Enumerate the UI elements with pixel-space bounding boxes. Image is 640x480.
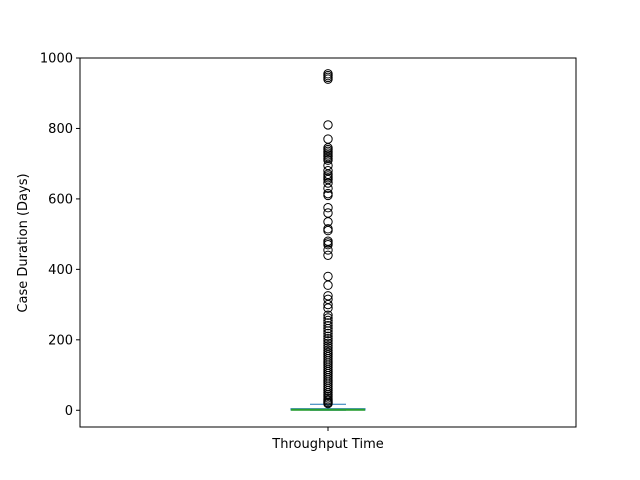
y-axis-label: Case Duration (Days) — [16, 173, 31, 312]
y-tick-label: 0 — [65, 404, 73, 419]
outlier-point — [323, 271, 333, 282]
outlier-point — [323, 383, 333, 394]
x-tick-label: Throughput Time — [271, 437, 383, 452]
outlier-point — [323, 250, 333, 260]
outlier-point — [323, 299, 333, 310]
chart-marks — [290, 69, 366, 411]
outlier-point — [323, 385, 333, 396]
outlier-point — [323, 280, 333, 290]
outlier-point — [323, 120, 333, 130]
outlier-point — [323, 208, 333, 218]
outlier-point — [323, 240, 333, 250]
outlier-point — [323, 245, 333, 255]
outlier-point — [323, 134, 333, 144]
y-tick-label: 800 — [48, 122, 73, 137]
y-tick-label: 1000 — [40, 52, 73, 67]
outlier-point — [323, 188, 333, 199]
y-tick-label: 200 — [48, 333, 73, 348]
outlier-point — [323, 303, 333, 313]
outlier-point — [323, 190, 333, 201]
outlier-point — [323, 183, 333, 194]
outlier-point — [323, 225, 333, 236]
outlier-point — [323, 321, 333, 331]
outlier-point — [323, 331, 333, 341]
outlier-point — [323, 326, 333, 336]
outlier-point — [323, 310, 333, 320]
outlier-point — [323, 313, 333, 323]
y-tick-label: 600 — [48, 192, 73, 207]
outlier-point — [323, 334, 333, 344]
outlier-point — [323, 178, 333, 188]
outlier-point — [323, 398, 333, 409]
outlier-point — [323, 336, 333, 346]
outlier-point — [323, 328, 333, 339]
y-axis: 0 200 400 600 800 1000 — [40, 52, 80, 419]
outlier-point — [323, 203, 333, 213]
outlier-point — [323, 338, 333, 349]
y-tick-label: 400 — [48, 263, 73, 278]
outlier-point — [323, 155, 333, 165]
outlier-point — [323, 323, 333, 334]
outlier-point — [323, 74, 333, 84]
